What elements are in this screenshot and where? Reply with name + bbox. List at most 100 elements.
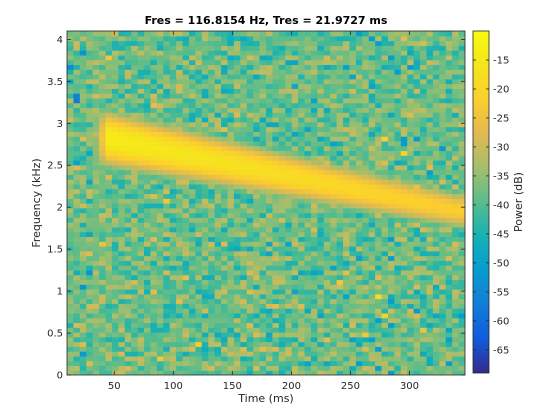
heatmap-cell (233, 236, 241, 242)
heatmap-cell (298, 69, 306, 75)
heatmap-cell (73, 102, 81, 109)
heatmap-cell (92, 107, 100, 113)
heatmap-cell (99, 308, 107, 314)
heatmap-cell (362, 308, 370, 314)
heatmap-cell (285, 298, 293, 304)
heatmap-cell (246, 360, 254, 367)
heatmap-cell (144, 64, 152, 70)
colorbar-tick-label: -30 (493, 142, 509, 153)
heatmap-cell (150, 93, 158, 99)
heatmap-cell (214, 279, 222, 285)
heatmap-cell (182, 198, 190, 204)
heatmap-cell (304, 54, 312, 61)
heatmap-cell (227, 136, 235, 142)
heatmap-cell (400, 164, 408, 171)
heatmap-cell (432, 341, 440, 347)
heatmap-cell (343, 188, 351, 195)
heatmap-cell (375, 231, 383, 238)
heatmap-cell (452, 193, 460, 199)
heatmap-cell (163, 360, 171, 367)
heatmap-cell (420, 164, 428, 171)
heatmap-cell (375, 274, 383, 281)
heatmap-cell (233, 179, 241, 185)
heatmap-cell (310, 303, 318, 309)
heatmap-cell (208, 341, 216, 347)
heatmap-cell (124, 231, 132, 238)
heatmap-cell (298, 279, 306, 285)
heatmap-cell (317, 236, 325, 242)
heatmap-cell (227, 312, 235, 319)
heatmap-cell (317, 150, 325, 156)
heatmap-cell (310, 298, 318, 304)
heatmap-cell (124, 140, 132, 147)
heatmap-cell (381, 35, 389, 42)
heatmap-cell (208, 332, 216, 338)
heatmap-cell (343, 136, 351, 142)
heatmap-cell (73, 117, 81, 123)
heatmap-cell (79, 370, 87, 375)
heatmap-cell (233, 188, 241, 195)
heatmap-cell (233, 117, 241, 123)
heatmap-cell (105, 74, 113, 80)
heatmap-cell (285, 212, 293, 218)
heatmap-cell (182, 241, 190, 247)
heatmap-cell (375, 78, 383, 85)
heatmap-cell (259, 35, 267, 42)
heatmap-cell (227, 279, 235, 285)
heatmap-cell (291, 59, 299, 66)
heatmap-cell (163, 289, 171, 295)
heatmap-cell (182, 102, 190, 109)
heatmap-cell (92, 250, 100, 257)
heatmap-cell (182, 117, 190, 123)
heatmap-cell (362, 183, 370, 190)
heatmap-cell (131, 155, 139, 161)
heatmap-cell (208, 169, 216, 175)
heatmap-cell (92, 303, 100, 309)
heatmap-cell (432, 217, 440, 223)
heatmap-cell (144, 179, 152, 185)
heatmap-cell (285, 131, 293, 137)
heatmap-cell (169, 179, 177, 185)
heatmap-cell (452, 255, 460, 261)
heatmap-cell (176, 365, 184, 371)
heatmap-cell (330, 255, 338, 261)
heatmap-cell (445, 31, 453, 37)
heatmap-cell (182, 31, 190, 37)
heatmap-cell (381, 198, 389, 204)
heatmap-cell (182, 54, 190, 61)
heatmap-cell (169, 102, 177, 109)
heatmap-cell (195, 183, 203, 190)
heatmap-cell (137, 346, 145, 352)
heatmap-cell (420, 117, 428, 123)
heatmap-cell (253, 193, 261, 199)
heatmap-cell (144, 336, 152, 343)
heatmap-cell (246, 226, 254, 233)
heatmap-cell (156, 317, 164, 324)
heatmap-cell (163, 140, 171, 147)
heatmap-cell (227, 93, 235, 99)
heatmap-cell (214, 303, 222, 309)
heatmap-cell (233, 241, 241, 247)
heatmap-cell (118, 50, 126, 56)
heatmap-cell (144, 93, 152, 99)
heatmap-cell (118, 274, 126, 281)
heatmap-cell (420, 160, 428, 166)
heatmap-cell (336, 293, 344, 300)
heatmap-cell (246, 355, 254, 362)
heatmap-cell (387, 355, 395, 362)
heatmap-cell (176, 246, 184, 252)
heatmap-cell (253, 97, 261, 104)
heatmap-cell (201, 198, 209, 204)
heatmap-cell (413, 274, 421, 281)
heatmap-cell (452, 336, 460, 343)
heatmap-cell (233, 212, 241, 218)
heatmap-cell (144, 260, 152, 266)
heatmap-cell (323, 222, 331, 228)
heatmap-cell (150, 102, 158, 109)
heatmap-cell (298, 193, 306, 199)
heatmap-cell (182, 341, 190, 347)
heatmap-cell (92, 50, 100, 56)
heatmap-cell (432, 169, 440, 175)
heatmap-cell (426, 317, 434, 324)
heatmap-cell (111, 188, 119, 195)
